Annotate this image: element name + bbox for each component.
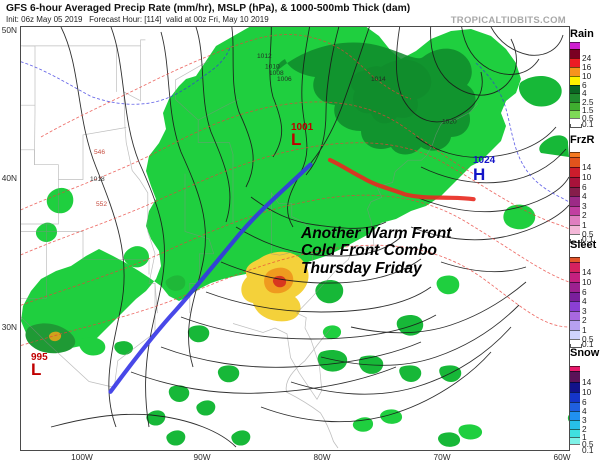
svg-text:546: 546: [94, 149, 105, 156]
svg-text:552: 552: [96, 201, 107, 208]
svg-text:1014: 1014: [371, 76, 386, 83]
svg-text:1020: 1020: [442, 119, 457, 126]
svg-text:1006: 1006: [277, 76, 292, 83]
svg-text:1018: 1018: [90, 176, 105, 183]
svg-text:1012: 1012: [257, 53, 272, 60]
